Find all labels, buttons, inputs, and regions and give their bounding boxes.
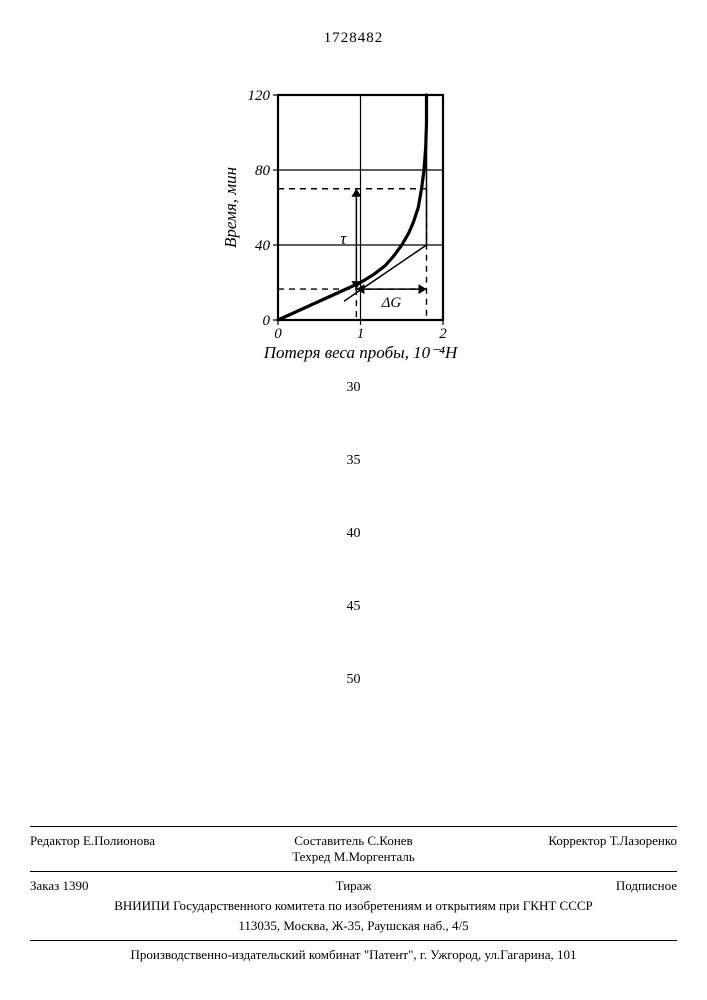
svg-text:1: 1 — [357, 326, 365, 342]
chart: 0 40 80 120 0 1 2 Время, мин Потеря веса пробы, … — [210, 85, 470, 375]
publisher-line: Производственно-издательский комбинат "П… — [30, 945, 677, 965]
svg-text:80: 80 — [255, 163, 271, 179]
svg-text:τ: τ — [340, 229, 347, 248]
page-number: 1728482 — [324, 30, 384, 47]
corrector-label: Корректор Т.Лазоренко — [461, 833, 677, 865]
svg-text:0: 0 — [274, 326, 282, 342]
editor-label: Редактор Е.Полионова — [30, 833, 246, 865]
svg-text:120: 120 — [248, 88, 271, 104]
tech-editor-label: Техред М.Моргенталь — [292, 849, 415, 864]
subscription-label: Подписное — [461, 878, 677, 894]
svg-text:Потеря веса пробы, 10⁻⁴Н: Потеря веса пробы, 10⁻⁴Н — [263, 343, 459, 362]
line-number: 30 — [334, 380, 374, 396]
order-label: Заказ 1390 — [30, 878, 246, 894]
svg-text:ΔG: ΔG — [381, 295, 402, 311]
compiler-label: Составитель С.Конев — [294, 833, 412, 848]
svg-text:0: 0 — [263, 313, 271, 329]
line-number: 40 — [334, 526, 374, 542]
line-number: 35 — [334, 453, 374, 469]
line-number: 45 — [334, 599, 374, 615]
address-line: 113035, Москва, Ж-35, Раушская наб., 4/5 — [30, 916, 677, 936]
line-number: 50 — [334, 672, 374, 688]
circulation-label: Тираж — [246, 878, 462, 894]
line-number-column: 30 35 40 45 50 — [334, 380, 374, 745]
svg-text:40: 40 — [255, 238, 271, 254]
footer: Редактор Е.Полионова Составитель С.Конев… — [30, 822, 677, 965]
svg-text:2: 2 — [439, 326, 447, 342]
svg-text:Время, мин: Время, мин — [221, 167, 240, 248]
organization-line: ВНИИПИ Государственного комитета по изоб… — [30, 896, 677, 916]
